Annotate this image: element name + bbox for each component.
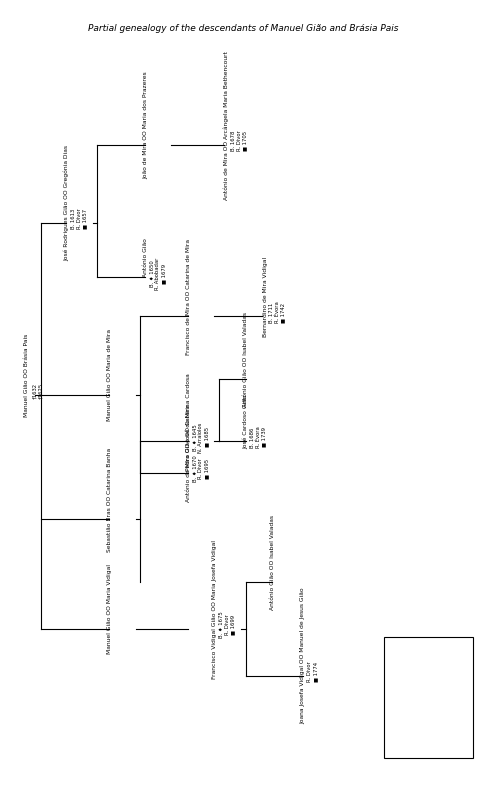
Text: B. 1711: B. 1711 xyxy=(268,302,274,323)
Text: ■ D – Holy Oficio deputy: ■ D – Holy Oficio deputy xyxy=(390,731,453,736)
Text: R. Divor: R. Divor xyxy=(236,130,241,151)
Text: António Gião: António Gião xyxy=(142,238,148,277)
Text: Pedro Gião OO Catarina Cardosa: Pedro Gião OO Catarina Cardosa xyxy=(185,373,191,471)
Text: Manuel Gião OO Brásia Pais: Manuel Gião OO Brásia Pais xyxy=(24,334,29,417)
Text: ■ F – Familiar do Santo Ofício: ■ F – Familiar do Santo Ofício xyxy=(390,710,465,715)
Text: ■ 1699: ■ 1699 xyxy=(230,615,235,635)
FancyBboxPatch shape xyxy=(384,637,471,757)
Text: N. Arraiolos: N. Arraiolos xyxy=(198,422,203,453)
Text: Partial genealogy of the descendants of Manuel Gião and Brásia Pais: Partial genealogy of the descendants of … xyxy=(88,24,398,32)
Text: ■ 1695: ■ 1695 xyxy=(204,458,209,479)
Text: †1632: †1632 xyxy=(33,383,38,398)
Text: Legend:: Legend: xyxy=(390,647,414,652)
Text: Francisco de Mira OO Catarina de Mira: Francisco de Mira OO Catarina de Mira xyxy=(185,239,191,355)
Text: Francisco Vidigal Gião OO Maria Josefa Vidigal: Francisco Vidigal Gião OO Maria Josefa V… xyxy=(212,540,217,679)
Text: B. ♦ 1650: B. ♦ 1650 xyxy=(149,260,154,287)
Text: Sebastião Bras OO Catarina Banha: Sebastião Bras OO Catarina Banha xyxy=(107,448,112,552)
Text: Joana Josefa Vidigal OO Manuel de Jesus Gião: Joana Josefa Vidigal OO Manuel de Jesus … xyxy=(300,588,305,724)
Text: R. Divor: R. Divor xyxy=(224,615,229,635)
Text: B. ♦ 1670: B. ♦ 1670 xyxy=(192,455,197,482)
Text: António Gião OO Isabel Valadas: António Gião OO Isabel Valadas xyxy=(243,312,248,407)
Text: B – Birthday: B – Birthday xyxy=(390,667,421,673)
Text: ■ 1657: ■ 1657 xyxy=(82,209,87,229)
Text: António de Mira OO José de Mira: António de Mira OO José de Mira xyxy=(185,404,191,502)
Text: B. 1613: B. 1613 xyxy=(71,209,76,229)
Text: R. Divor: R. Divor xyxy=(77,208,81,230)
Text: R – Residence: R – Residence xyxy=(390,689,426,694)
Text: Manuel Gião OO Maria de Mira: Manuel Gião OO Maria de Mira xyxy=(107,329,112,421)
Text: José Rodrigues Gião OO Gregónia Dias: José Rodrigues Gião OO Gregónia Dias xyxy=(63,145,69,261)
Text: ■ 1742: ■ 1742 xyxy=(280,302,285,323)
Text: R. Divor: R. Divor xyxy=(198,458,203,479)
Text: António Gião OO Isabel Valadas: António Gião OO Isabel Valadas xyxy=(269,515,274,610)
Text: B. ♦ 1645: B. ♦ 1645 xyxy=(192,424,197,451)
Text: ■ 1739: ■ 1739 xyxy=(261,428,266,447)
Text: Manuel Gião OO Maria Vidigal: Manuel Gião OO Maria Vidigal xyxy=(107,564,112,654)
Text: José Cardoso Gião: José Cardoso Gião xyxy=(243,394,248,449)
Text: ■ 1774: ■ 1774 xyxy=(312,661,318,682)
Text: ■ 1705: ■ 1705 xyxy=(242,131,247,151)
Text: B. 1686: B. 1686 xyxy=(249,428,255,447)
Text: B. 1678: B. 1678 xyxy=(230,131,236,151)
Text: Bernardino de Mira Vidigal: Bernardino de Mira Vidigal xyxy=(262,257,267,337)
Text: †1625: †1625 xyxy=(38,383,43,398)
Text: R. Abobadar: R. Abobadar xyxy=(155,257,160,290)
Text: R. Évora: R. Évora xyxy=(274,301,279,323)
Text: B. ♦ 1675: B. ♦ 1675 xyxy=(219,611,224,638)
Text: António de Mira OO Arcângela Maria Bethencourt: António de Mira OO Arcângela Maria Bethe… xyxy=(224,50,229,200)
Text: ■ 1679: ■ 1679 xyxy=(161,264,166,283)
Text: João de Mira OO Maria dos Prazeres: João de Mira OO Maria dos Prazeres xyxy=(142,71,148,179)
Text: ■ 1685: ■ 1685 xyxy=(204,428,209,447)
Text: R. Divor: R. Divor xyxy=(307,661,312,682)
Text: R. Évora: R. Évora xyxy=(255,427,260,448)
